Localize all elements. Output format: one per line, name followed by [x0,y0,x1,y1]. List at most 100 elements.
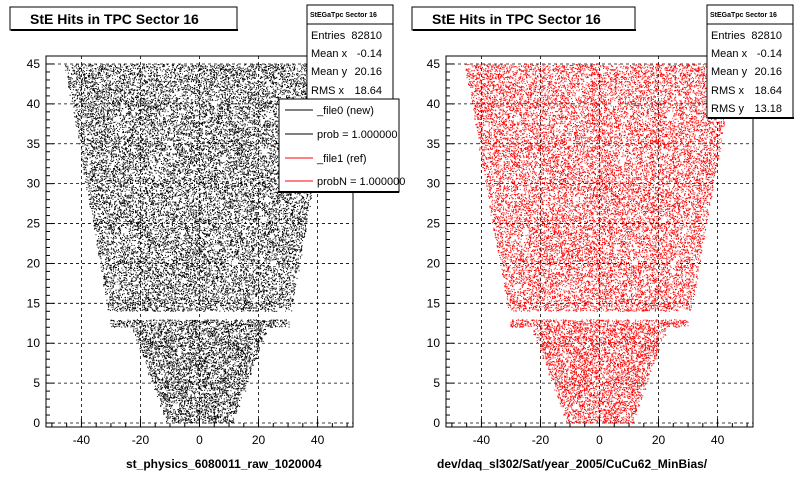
left-y-tick-label: 45 [27,57,41,71]
left-dead-pad [113,284,120,290]
right-title-box: StE Hits in TPC Sector 16 [411,6,636,31]
right-stats-rmsx-label: RMS x [711,85,745,97]
left-y-tick-label: 15 [27,296,41,310]
right-y-tick-label: 25 [427,217,441,231]
right-stats-entries-label: Entries [711,30,746,42]
left-stats-rmsx-value: 18.64 [354,85,382,97]
right-x-tick-label: 20 [652,433,666,447]
right-stats-rmsx-value: 18.64 [754,85,782,97]
right-dead-pad [566,140,573,146]
right-stats-meanx-value: -0.14 [757,48,782,60]
legend-label-probN: probN = 1.000000 [317,176,405,188]
right-y-tick-label: 20 [427,256,441,270]
left-stats-name: StEGaTpc Sector 16 [310,12,377,19]
left-dead-pad [267,112,274,118]
left-title-box: StE Hits in TPC Sector 16 [9,6,238,31]
right-dead-pad [513,116,520,122]
right-dead-pad [670,260,677,266]
left-stats-meany-label: Mean y [311,66,348,78]
right-dead-pad [679,308,686,314]
left-dead-pad [122,228,129,234]
right-x-tick-label: -20 [532,433,550,447]
right-dead-pad [614,244,621,250]
left-x-tick-label: 0 [196,433,203,447]
left-y-tick-label: 40 [27,97,41,111]
right-x-tick-label: 40 [711,433,725,447]
right-y-tick-label: 45 [427,57,441,71]
left-x-tick-label: 20 [252,433,266,447]
left-x-tick-label: -20 [132,433,150,447]
left-stats-entries-label: Entries [311,30,346,42]
right-stats-entries-value: 82810 [751,30,782,42]
right-dead-pad [620,156,627,162]
right-x-tick-label: 0 [596,433,603,447]
right-y-tick-label: 35 [427,137,441,151]
legend-label-file1: _file1 (ref) [316,153,367,165]
left-hits [65,64,335,424]
right-stats-meany-label: Mean y [711,66,748,78]
left-dead-pad [261,148,268,154]
left-hit-points [65,64,335,424]
left-dead-pad [261,216,268,222]
right-dead-pad [575,91,582,97]
left-dead-pad [113,116,120,122]
right-stats-meanx-label: Mean x [711,48,748,60]
left-y-tick-label: 5 [33,376,40,390]
left-y-tick-label: 20 [27,256,41,270]
right-stats-rmsy-value: 13.18 [754,103,782,115]
right-dead-pad [667,112,674,118]
right-dead-pad [572,404,579,410]
left-y-tick-label: 25 [27,217,41,231]
right-y-tick-label: 10 [427,336,441,350]
right-stats-meany-value: 20.16 [754,66,782,78]
left-dead-pad [214,244,221,250]
left-y-tick-label: 30 [27,177,41,191]
right-dead-pad [661,216,668,222]
left-x-tick-label: -40 [73,433,91,447]
right-y-tick-label: 30 [427,177,441,191]
right-hit-points [465,64,735,424]
left-stats-entries-value: 82810 [351,30,382,42]
legend-box: _file0 (new) prob = 1.000000 _file1 (ref… [278,98,405,193]
legend-label-file0: _file0 (new) [316,105,374,117]
left-dead-pad [220,156,227,162]
left-dead-pad [172,196,179,202]
right-stats-box: StEGaTpc Sector 16 Entries 82810 Mean x … [706,4,794,119]
left-dead-pad [175,91,182,97]
right-dead-pad [513,284,520,290]
left-stats-rmsx-label: RMS x [311,85,345,97]
right-dead-pad [611,100,618,106]
left-dead-pad [279,308,286,314]
left-chart-title: StE Hits in TPC Sector 16 [30,11,199,27]
right-dead-pad [631,260,638,266]
right-y-tick-label: 40 [427,97,441,111]
left-y-tick-label: 35 [27,137,41,151]
right-y-tick-label: 15 [427,296,441,310]
left-x-tick-label: 40 [311,433,325,447]
left-dead-pad [270,260,277,266]
left-y-tick-label: 10 [27,336,41,350]
left-stats-meany-value: 20.16 [354,66,382,78]
right-dead-pad [572,196,579,202]
right-stats-name: StEGaTpc Sector 16 [710,12,777,19]
right-axis-ticks: -40 -20 0 20 40 0 5 10 15 20 25 30 35 40 45 [427,57,748,447]
right-y-tick-label: 0 [433,416,440,430]
right-dead-pad [661,148,668,154]
legend-label-prob: prob = 1.000000 [317,129,397,141]
right-x-tick-label: -40 [473,433,491,447]
left-chart: -40 -20 0 20 40 0 5 10 15 20 25 30 35 40 45 StE Hits i… [9,4,405,471]
left-x-axis-label: st_physics_6080011_raw_1020004 [126,457,322,471]
left-stats-meanx-label: Mean x [311,48,348,60]
right-stats-rmsy-label: RMS y [711,103,745,115]
left-dead-pad [211,100,218,106]
right-dead-pad [522,228,529,234]
left-dead-pad [172,404,179,410]
right-y-tick-label: 5 [433,376,440,390]
right-chart-title: StE Hits in TPC Sector 16 [432,11,601,27]
right-hits [465,64,735,424]
left-stats-meanx-value: -0.14 [357,48,382,60]
left-stats-box: StEGaTpc Sector 16 Entries 82810 Mean x … [306,4,394,104]
left-axis-ticks: -40 -20 0 20 40 0 5 10 15 20 25 30 35 40 45 [27,57,348,447]
right-chart: -40 -20 0 20 40 0 5 10 15 20 25 30 35 40 45 StE Hits i… [411,4,794,471]
